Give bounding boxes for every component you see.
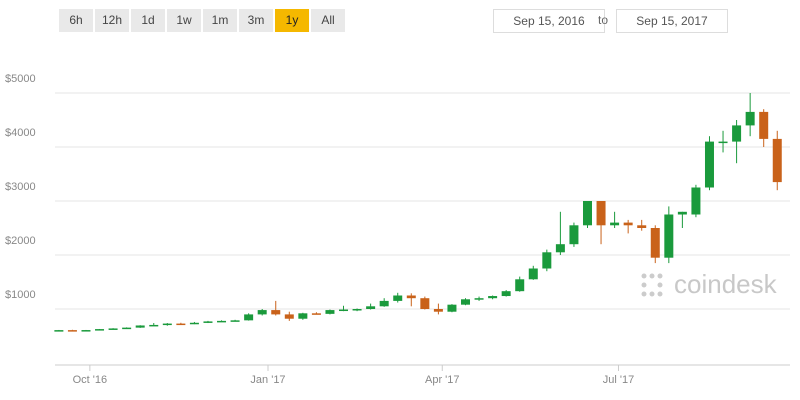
candle-body bbox=[406, 295, 416, 299]
candle-body bbox=[420, 298, 430, 309]
candle-body bbox=[542, 252, 552, 269]
candle-body bbox=[461, 299, 471, 305]
candle-body bbox=[393, 295, 403, 301]
candle-body bbox=[67, 330, 77, 332]
candle-body bbox=[176, 323, 186, 326]
candle-body bbox=[610, 222, 620, 226]
candle-body bbox=[528, 268, 538, 280]
y-tick-label: $1000 bbox=[5, 289, 36, 301]
candle-body bbox=[488, 296, 498, 299]
range-button[interactable]: 12h bbox=[95, 9, 129, 32]
watermark: coindesk bbox=[674, 269, 778, 299]
range-button[interactable]: All bbox=[311, 9, 345, 32]
x-tick-label: Jan '17 bbox=[250, 374, 285, 386]
candle-body bbox=[474, 298, 484, 300]
range-button[interactable]: 1m bbox=[203, 9, 237, 32]
candle-body bbox=[745, 111, 755, 126]
candle-body bbox=[569, 225, 579, 245]
range-button[interactable]: 6h bbox=[59, 9, 93, 32]
candle-body bbox=[582, 201, 592, 226]
until-date[interactable]: Sep 15, 2017 bbox=[616, 9, 728, 33]
y-tick-label: $5000 bbox=[5, 73, 36, 85]
y-tick-label: $3000 bbox=[5, 181, 36, 193]
candle-body bbox=[732, 125, 742, 142]
candle-body bbox=[555, 244, 565, 253]
candle-body bbox=[122, 327, 132, 330]
candle-body bbox=[352, 309, 362, 311]
y-tick-label: $2000 bbox=[5, 235, 36, 247]
candle-body bbox=[162, 323, 172, 326]
candle-body bbox=[677, 211, 687, 215]
y-tick-label: $4000 bbox=[5, 127, 36, 139]
candle-body bbox=[230, 320, 240, 322]
candle-body bbox=[54, 330, 64, 332]
candle-body bbox=[379, 300, 389, 307]
candle-body bbox=[650, 228, 660, 258]
range-button[interactable]: 1d bbox=[131, 9, 165, 32]
candle-body bbox=[203, 321, 213, 323]
candle-body bbox=[596, 201, 606, 226]
candle-body bbox=[447, 304, 457, 312]
candle-body bbox=[515, 279, 525, 292]
separator: to bbox=[598, 13, 609, 27]
range-buttons: 6h 12h 1d 1w 1m 3m 1y All bbox=[59, 9, 345, 32]
candle-body bbox=[244, 314, 254, 321]
range-button[interactable]: 1w bbox=[167, 9, 201, 32]
candle-body bbox=[189, 322, 199, 325]
candle-body bbox=[623, 222, 633, 226]
candle-body bbox=[271, 310, 281, 315]
candle-body bbox=[433, 309, 443, 312]
candle-body bbox=[366, 306, 376, 309]
candle-body bbox=[81, 330, 91, 332]
candle-body bbox=[149, 324, 159, 327]
candle-body bbox=[501, 291, 511, 297]
candle-body bbox=[284, 314, 294, 319]
candle-body bbox=[108, 328, 118, 330]
candle-body bbox=[637, 225, 647, 228]
candle-body bbox=[664, 214, 674, 258]
candle-body bbox=[95, 329, 105, 331]
watermark-logo bbox=[641, 273, 663, 297]
from-date[interactable]: Sep 15, 2016 bbox=[493, 9, 605, 33]
candle-body bbox=[772, 138, 782, 183]
candle-body bbox=[257, 310, 267, 315]
candle-body bbox=[339, 309, 349, 312]
x-tick-label: Apr '17 bbox=[425, 374, 460, 386]
range-button[interactable]: 1y bbox=[275, 9, 309, 32]
candle-body bbox=[325, 310, 335, 314]
candle-body bbox=[217, 320, 227, 323]
range-button[interactable]: 3m bbox=[239, 9, 273, 32]
candle-body bbox=[311, 313, 321, 315]
candle-body bbox=[718, 141, 728, 144]
candle-body bbox=[704, 141, 714, 188]
candle-body bbox=[135, 325, 145, 328]
candle-body bbox=[759, 111, 769, 139]
candle-body bbox=[298, 313, 308, 319]
x-tick-label: Oct '16 bbox=[73, 374, 108, 386]
candle-body bbox=[691, 187, 701, 215]
x-tick-label: Jul '17 bbox=[603, 374, 634, 386]
